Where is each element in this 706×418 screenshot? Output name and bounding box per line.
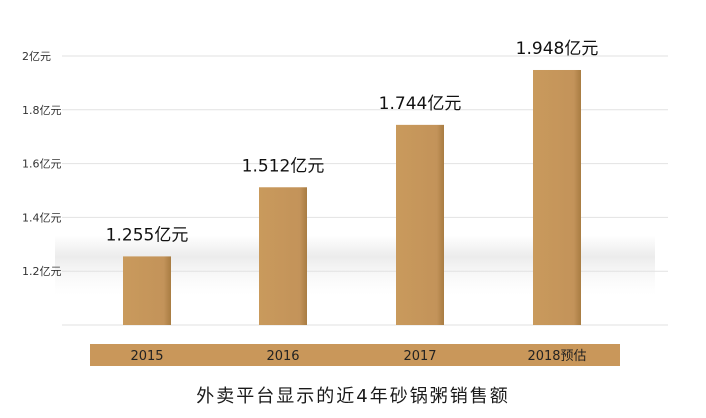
category-label: 2017 [403,349,436,364]
category-label: 2018预估 [527,349,586,364]
y-tick-label: 2亿元 [22,50,51,63]
bar [396,124,444,325]
y-tick-label: 1.4亿元 [22,211,62,224]
bar [533,69,581,325]
category-label: 2015 [130,349,163,364]
chart-title: 外卖平台显示的近4年砂锅粥销售额 [196,386,509,407]
data-label: 1.948亿元 [516,39,599,59]
data-label: 1.255亿元 [106,225,189,245]
category-label: 2016 [266,349,299,364]
data-label: 1.744亿元 [379,94,462,114]
category-band [90,344,620,366]
y-tick-label: 1.8亿元 [22,104,62,117]
y-tick-label: 1.6亿元 [22,158,62,171]
data-label: 1.512亿元 [242,156,325,176]
bar [123,256,171,325]
y-tick-label: 1.2亿元 [22,265,62,278]
bar [259,187,307,325]
